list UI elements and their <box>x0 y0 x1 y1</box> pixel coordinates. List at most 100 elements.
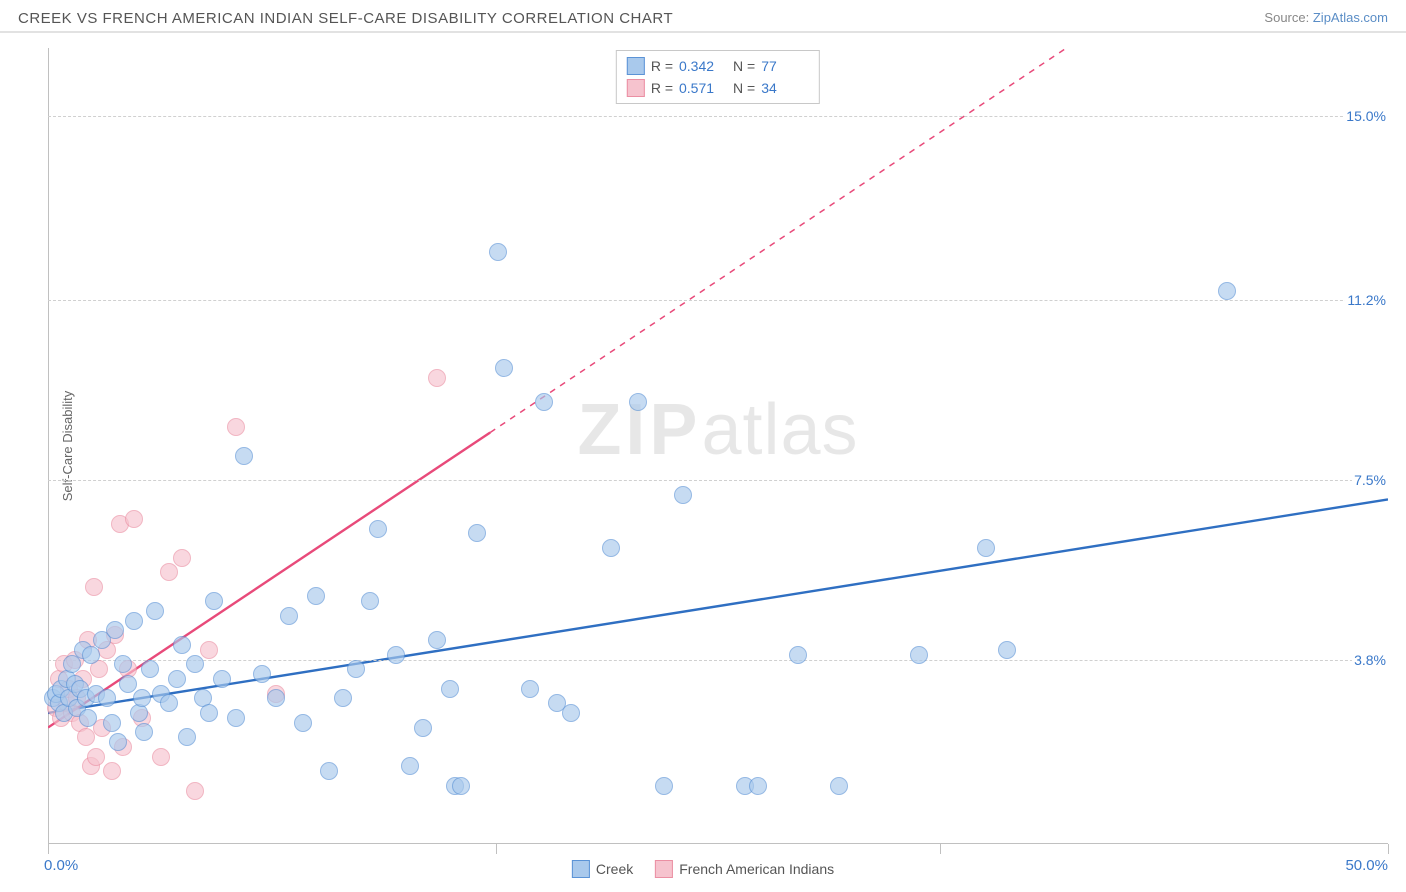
trend-line <box>48 432 490 727</box>
creek-point <box>749 777 767 795</box>
french-point <box>77 728 95 746</box>
creek-point <box>998 641 1016 659</box>
creek-point <box>109 733 127 751</box>
creek-point <box>205 592 223 610</box>
creek-point <box>977 539 995 557</box>
creek-point <box>428 631 446 649</box>
french-point <box>125 510 143 528</box>
french-swatch-icon <box>627 79 645 97</box>
french-swatch-icon <box>655 860 673 878</box>
x-axis-line <box>48 843 1388 844</box>
trend-line <box>490 48 1066 432</box>
watermark-suffix: atlas <box>701 390 858 470</box>
source-label: Source: <box>1264 10 1309 25</box>
n-label: N = <box>733 77 755 99</box>
french-point <box>87 748 105 766</box>
creek-n-value: 77 <box>761 55 809 77</box>
source-link[interactable]: ZipAtlas.com <box>1313 10 1388 25</box>
creek-point <box>267 689 285 707</box>
r-label: R = <box>651 77 673 99</box>
french-point <box>173 549 191 567</box>
creek-point <box>674 486 692 504</box>
creek-point <box>789 646 807 664</box>
creek-point <box>535 393 553 411</box>
creek-point <box>334 689 352 707</box>
x-axis-max-label: 50.0% <box>1345 857 1388 874</box>
legend-item-french: French American Indians <box>655 860 834 878</box>
trend-lines <box>48 48 1388 844</box>
creek-point <box>280 607 298 625</box>
creek-point <box>307 587 325 605</box>
x-tick <box>940 844 941 854</box>
creek-label: Creek <box>596 861 633 877</box>
french-r-value: 0.571 <box>679 77 727 99</box>
gridline <box>48 660 1388 661</box>
french-label: French American Indians <box>679 861 834 877</box>
creek-point <box>495 359 513 377</box>
creek-point <box>168 670 186 688</box>
trend-line <box>48 499 1388 713</box>
legend-row-creek: R = 0.342 N = 77 <box>627 55 809 77</box>
creek-point <box>452 777 470 795</box>
french-point <box>103 762 121 780</box>
creek-point <box>133 689 151 707</box>
creek-point <box>521 680 539 698</box>
creek-point <box>562 704 580 722</box>
creek-point <box>103 714 121 732</box>
gridline <box>48 480 1388 481</box>
creek-point <box>369 520 387 538</box>
creek-point <box>387 646 405 664</box>
y-tick-label: 3.8% <box>1352 652 1388 668</box>
chart-source: Source: ZipAtlas.com <box>1264 10 1388 27</box>
creek-point <box>213 670 231 688</box>
series-legend: Creek French American Indians <box>572 860 834 878</box>
creek-point <box>141 660 159 678</box>
creek-point <box>200 704 218 722</box>
french-point <box>160 563 178 581</box>
creek-point <box>320 762 338 780</box>
gridline <box>48 116 1388 117</box>
creek-point <box>830 777 848 795</box>
creek-point <box>227 709 245 727</box>
creek-point <box>106 621 124 639</box>
creek-point <box>347 660 365 678</box>
creek-r-value: 0.342 <box>679 55 727 77</box>
creek-point <box>1218 282 1236 300</box>
creek-point <box>489 243 507 261</box>
x-tick <box>48 844 49 854</box>
creek-point <box>910 646 928 664</box>
creek-point <box>119 675 137 693</box>
french-point <box>428 369 446 387</box>
french-n-value: 34 <box>761 77 809 99</box>
creek-point <box>468 524 486 542</box>
creek-point <box>414 719 432 737</box>
french-point <box>227 418 245 436</box>
n-label: N = <box>733 55 755 77</box>
creek-point <box>294 714 312 732</box>
creek-point <box>114 655 132 673</box>
creek-point <box>629 393 647 411</box>
creek-point <box>125 612 143 630</box>
creek-point <box>178 728 196 746</box>
chart-container: CREEK VS FRENCH AMERICAN INDIAN SELF-CAR… <box>0 0 1406 892</box>
y-axis-line <box>48 48 49 844</box>
x-tick <box>496 844 497 854</box>
creek-point <box>655 777 673 795</box>
creek-point <box>79 709 97 727</box>
creek-point <box>186 655 204 673</box>
watermark: ZIPatlas <box>577 389 858 471</box>
creek-point <box>253 665 271 683</box>
x-axis-min-label: 0.0% <box>44 857 78 874</box>
x-tick <box>1388 844 1389 854</box>
creek-point <box>135 723 153 741</box>
gridline <box>48 300 1388 301</box>
r-label: R = <box>651 55 673 77</box>
creek-point <box>602 539 620 557</box>
french-point <box>152 748 170 766</box>
creek-swatch-icon <box>627 57 645 75</box>
y-tick-label: 7.5% <box>1352 472 1388 488</box>
creek-point <box>441 680 459 698</box>
chart-header: CREEK VS FRENCH AMERICAN INDIAN SELF-CAR… <box>0 0 1406 33</box>
y-tick-label: 11.2% <box>1345 292 1388 308</box>
creek-point <box>361 592 379 610</box>
